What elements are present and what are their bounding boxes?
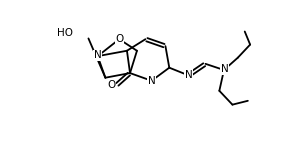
Text: N: N: [94, 50, 102, 60]
Text: N: N: [185, 70, 192, 80]
Text: N: N: [148, 76, 155, 86]
Text: O: O: [107, 80, 115, 90]
Text: HO: HO: [57, 28, 73, 38]
Text: N: N: [221, 64, 229, 74]
Text: O: O: [115, 34, 123, 44]
